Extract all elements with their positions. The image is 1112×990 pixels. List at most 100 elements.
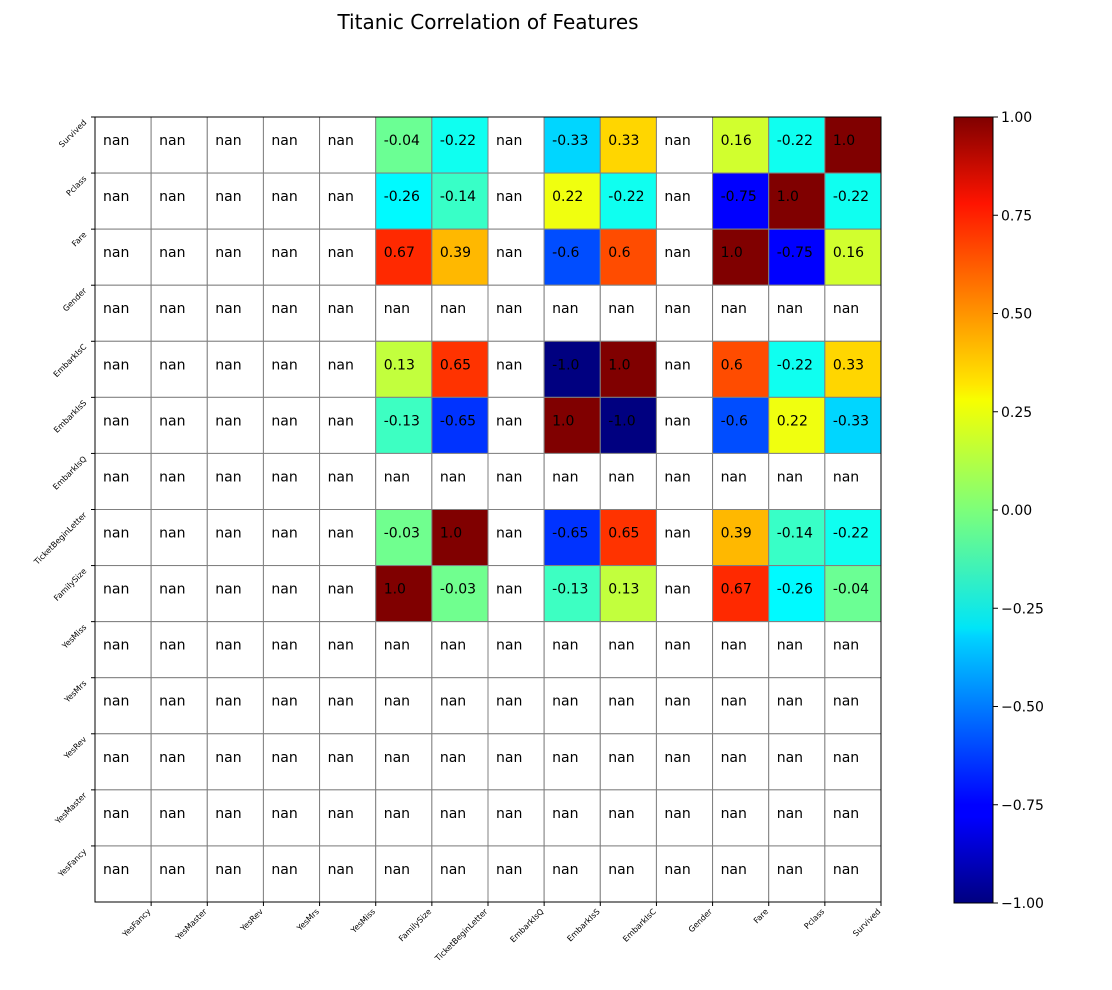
y-tick-label: EmbarkIsS: [52, 398, 88, 434]
heatmap-cell: [262, 172, 321, 230]
x-tick-label: EmbarkIsQ: [508, 907, 545, 944]
heatmap-cell: [94, 845, 152, 903]
x-tick-label: Survived: [851, 907, 882, 938]
heatmap-cell: [712, 565, 770, 623]
cell-label: nan: [496, 862, 522, 878]
heatmap-cell: [431, 509, 489, 567]
colorbar-tick-label: −1.00: [1001, 896, 1044, 912]
cell-label: nan: [552, 301, 578, 317]
heatmap-cell: [543, 789, 601, 847]
heatmap-cell: [768, 396, 826, 454]
cell-label: -0.22: [440, 133, 476, 149]
heatmap-cell: [655, 789, 714, 847]
y-tick-label: Survived: [57, 118, 88, 149]
heatmap-cell: [206, 677, 264, 735]
heatmap-cell: [431, 172, 489, 230]
x-tick-label: FamilySize: [397, 907, 433, 943]
heatmap-cell: [94, 284, 152, 342]
cell-label: -0.75: [777, 245, 813, 261]
cell-label: nan: [159, 862, 185, 878]
y-tick-label: YesMrs: [62, 679, 88, 705]
cell-label: nan: [608, 750, 634, 766]
heatmap-cell: [375, 677, 433, 735]
heatmap-cell: [599, 677, 657, 735]
cell-label: -0.22: [833, 189, 869, 205]
heatmap-cell: [655, 396, 714, 454]
heatmap-cell: [319, 396, 377, 454]
x-tick-label: YesFancy: [120, 907, 153, 940]
x-tick-label: EmbarkIsC: [621, 907, 658, 944]
cell-label: nan: [608, 806, 634, 822]
heatmap-cell: [431, 565, 489, 623]
heatmap-cell: [375, 172, 433, 230]
cell-label: nan: [721, 862, 747, 878]
heatmap-cell: [94, 621, 152, 679]
cell-label: 0.6: [721, 357, 743, 373]
cell-label: nan: [328, 750, 354, 766]
cell-label: 1.0: [552, 413, 574, 429]
heatmap-cell: [599, 509, 657, 567]
cell-label: -0.22: [833, 526, 869, 542]
cell-label: 0.13: [608, 582, 639, 598]
heatmap-cell: [487, 565, 545, 623]
cell-label: nan: [271, 694, 297, 710]
heatmap-cell: [543, 228, 601, 286]
cell-label: nan: [552, 469, 578, 485]
heatmap-cell: [319, 284, 377, 342]
cell-label: nan: [496, 750, 522, 766]
cell-label: nan: [833, 301, 859, 317]
y-tick-label: EmbarkIsQ: [51, 454, 88, 491]
y-tick-label: Gender: [61, 286, 89, 314]
cell-label: nan: [664, 357, 690, 373]
heatmap-cell: [543, 621, 601, 679]
heatmap-cell: [655, 340, 714, 398]
cell-label: nan: [384, 862, 410, 878]
heatmap-cell: [768, 340, 826, 398]
x-axis-ticks: YesFancy YesMaster YesRev YesMrs YesMiss Fami…: [120, 902, 882, 964]
cell-label: nan: [271, 750, 297, 766]
heatmap-cell: [94, 565, 152, 623]
cell-label: nan: [552, 750, 578, 766]
cell-label: nan: [215, 638, 241, 654]
y-tick-label: EmbarkIsC: [52, 342, 89, 379]
cell-label: 1.0: [721, 245, 743, 261]
cell-label: nan: [496, 413, 522, 429]
heatmap-cell: [655, 172, 714, 230]
heatmap-cell: [262, 565, 321, 623]
cell-label: 0.65: [440, 357, 471, 373]
heatmap-cell: [824, 396, 882, 454]
heatmap-cell: [712, 116, 770, 174]
cell-label: nan: [271, 862, 297, 878]
cell-label: nan: [328, 582, 354, 598]
cell-label: 0.16: [721, 133, 752, 149]
heatmap-grid: nan nan nan nan nan -0.04 -0.22 nan -0.33 0.33 nan…: [94, 116, 882, 903]
cell-label: -0.14: [440, 189, 476, 205]
cell-label: nan: [271, 357, 297, 373]
heatmap-cell: [543, 172, 601, 230]
heatmap-cell: [712, 677, 770, 735]
heatmap-cell: [487, 621, 545, 679]
cell-label: nan: [103, 638, 129, 654]
cell-label: nan: [721, 694, 747, 710]
cell-label: nan: [215, 582, 241, 598]
cell-label: nan: [833, 862, 859, 878]
cell-label: nan: [777, 469, 803, 485]
cell-label: nan: [440, 638, 466, 654]
cell-label: nan: [103, 357, 129, 373]
cell-label: 0.67: [384, 245, 415, 261]
heatmap-cell: [824, 340, 882, 398]
cell-label: nan: [721, 750, 747, 766]
cell-label: nan: [777, 750, 803, 766]
cell-label: -0.65: [440, 413, 476, 429]
cell-label: 0.39: [721, 526, 752, 542]
heatmap-cell: [487, 733, 545, 791]
heatmap-cell: [768, 284, 826, 342]
heatmap-cell: [375, 509, 433, 567]
heatmap-cell: [375, 396, 433, 454]
cell-label: nan: [271, 582, 297, 598]
heatmap-cell: [824, 284, 882, 342]
cell-label: nan: [440, 469, 466, 485]
cell-label: nan: [271, 301, 297, 317]
heatmap-cell: [206, 733, 264, 791]
heatmap-cell: [655, 565, 714, 623]
